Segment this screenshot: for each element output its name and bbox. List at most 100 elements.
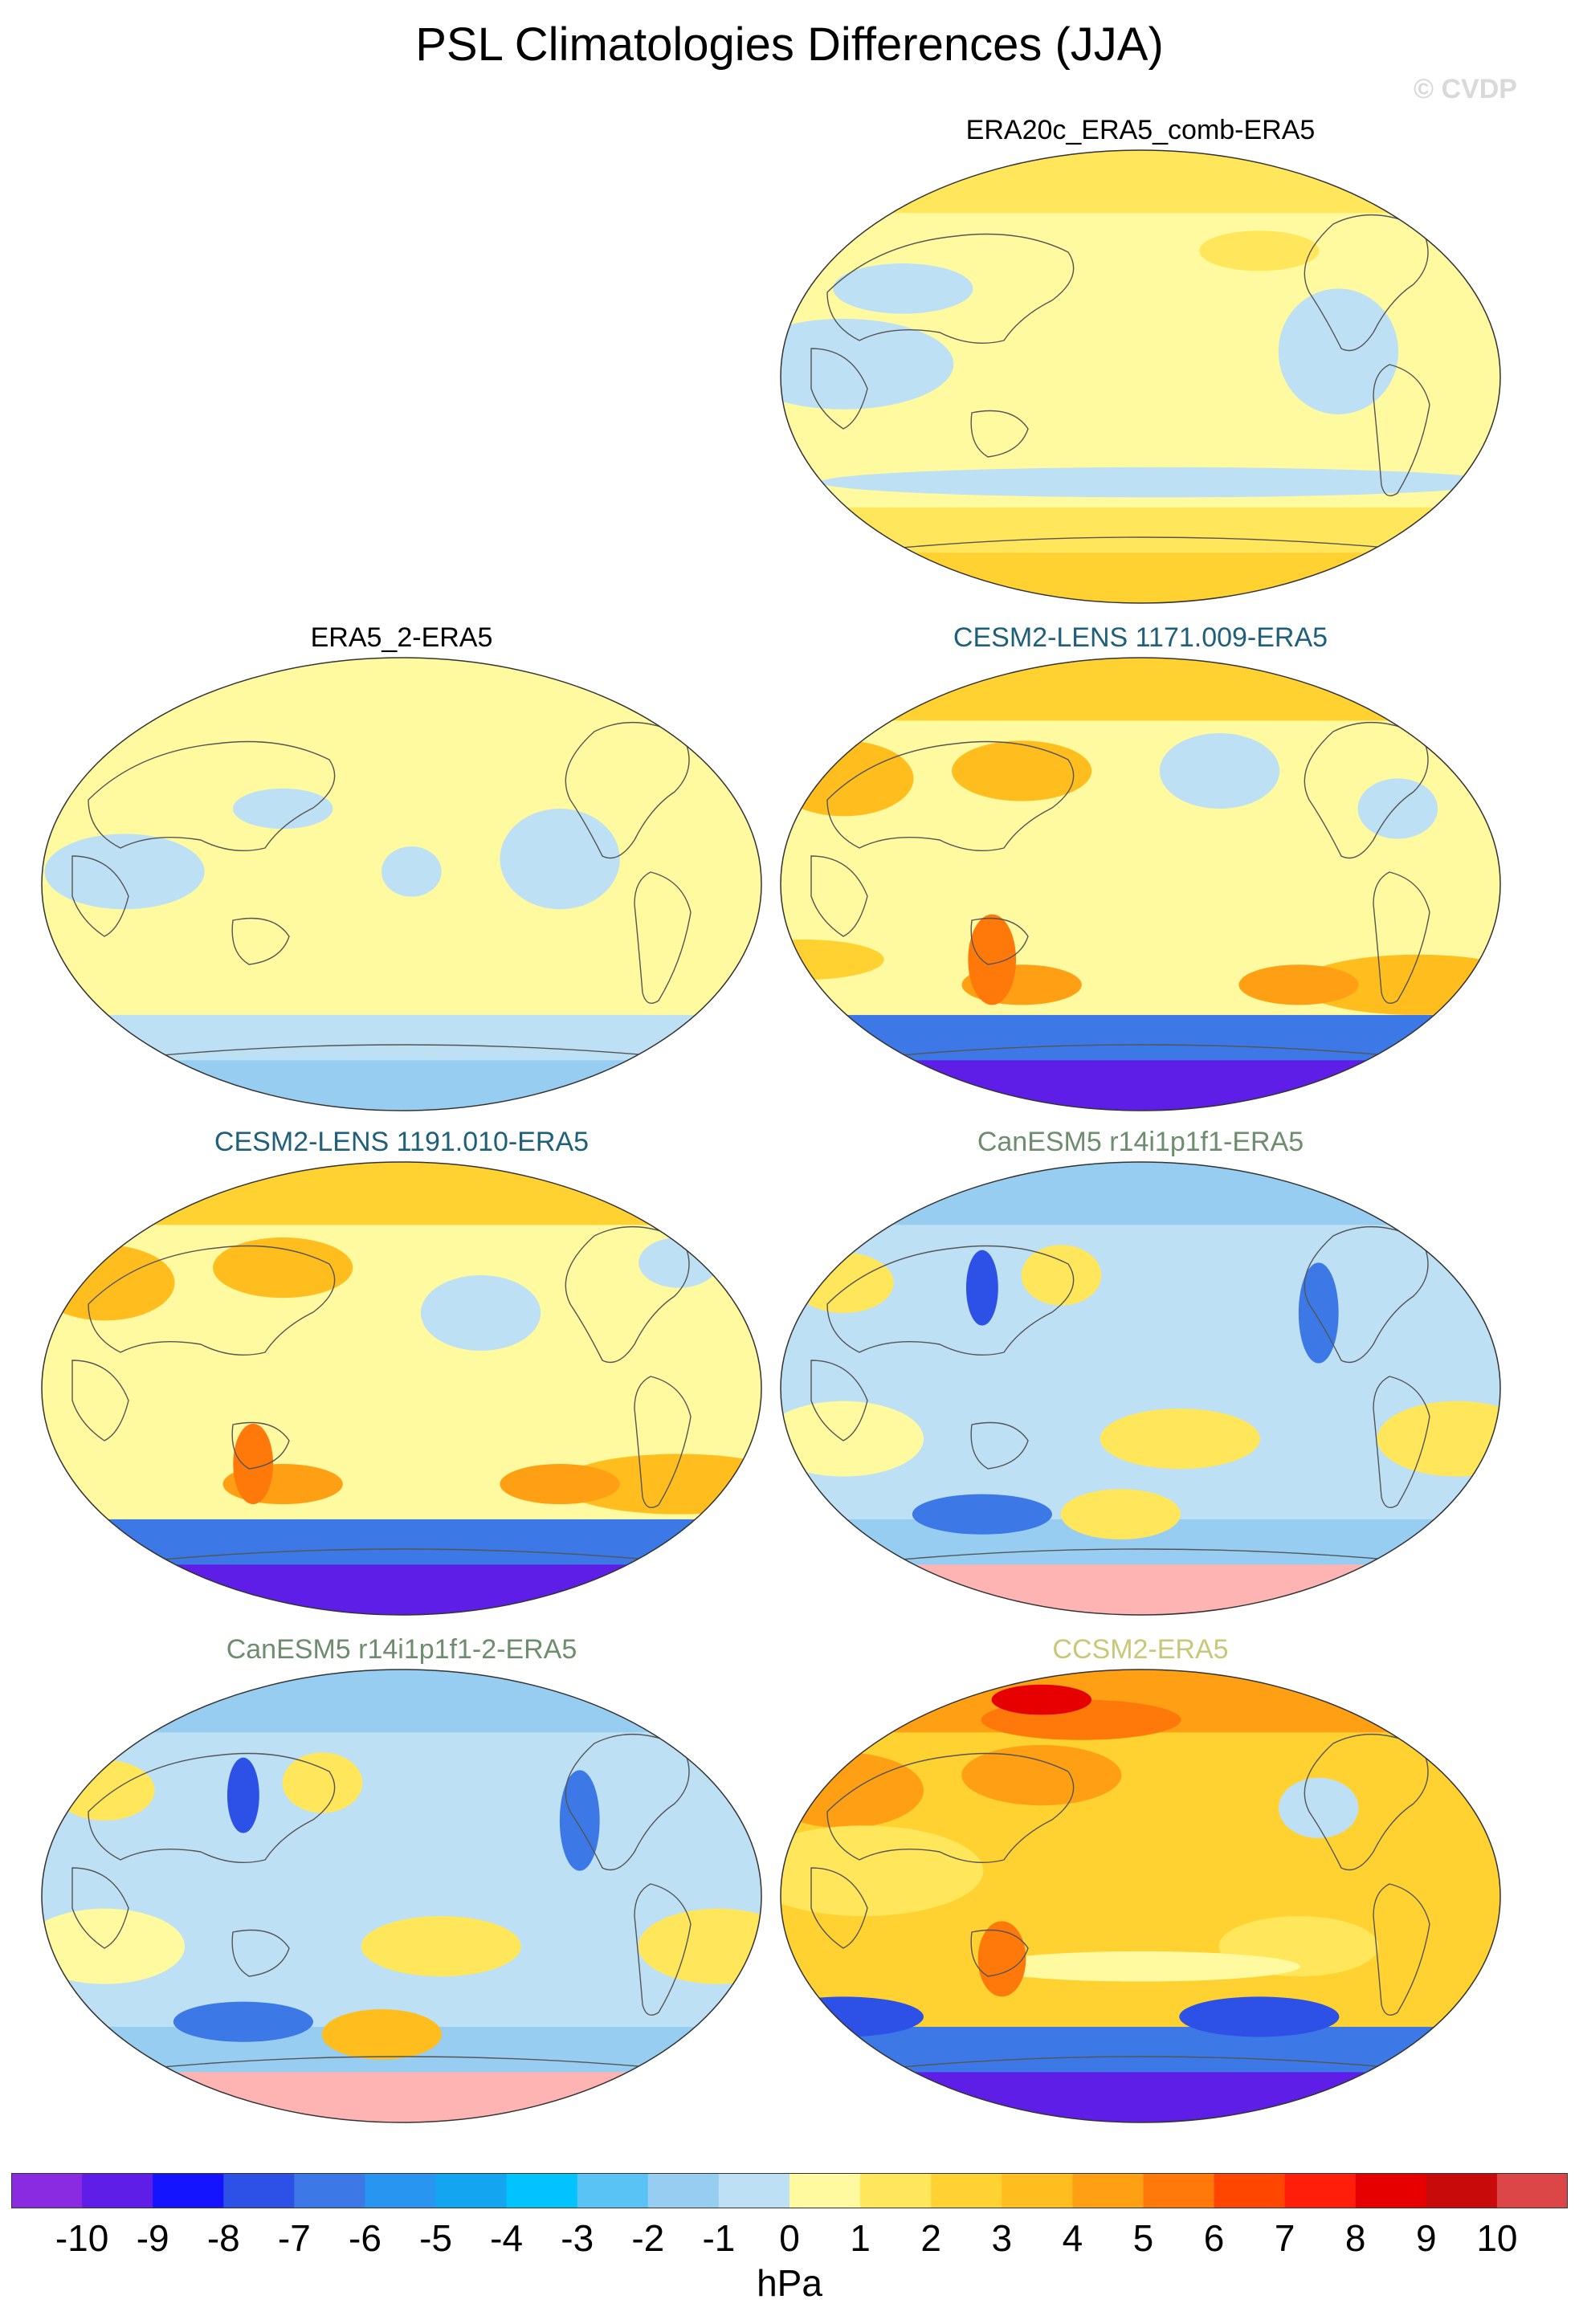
- north-band: [781, 1162, 1500, 1225]
- south-pole-band: [42, 2072, 761, 2122]
- colorbar-swatch: [577, 2173, 649, 2208]
- anomaly-region: [820, 467, 1500, 498]
- coastline: [826, 740, 1075, 851]
- map-border: [780, 1161, 1501, 1616]
- panel-title: CanESM5 r14i1p1f1-ERA5: [977, 1127, 1304, 1157]
- panel-title: CanESM5 r14i1p1f1-2-ERA5: [226, 1634, 577, 1665]
- colorbar-swatch: [11, 2173, 83, 2208]
- colorbar-swatch: [223, 2173, 295, 2208]
- coastline: [88, 1245, 336, 1356]
- map-border: [41, 1161, 762, 1616]
- coastline: [634, 1376, 692, 1508]
- coastline: [71, 1867, 129, 1949]
- colorbar-tick-label: -3: [561, 2217, 594, 2259]
- colorbar-swatch: [1214, 2173, 1286, 2208]
- map-era20c: [780, 149, 1501, 604]
- anomaly-region: [1199, 230, 1320, 271]
- coastline: [883, 1044, 1406, 1058]
- anomaly-region: [794, 1252, 894, 1313]
- panel-title: CCSM2-ERA5: [1052, 1634, 1229, 1665]
- map-border: [780, 657, 1501, 1111]
- coastline: [810, 1360, 868, 1441]
- anomaly-region: [213, 1237, 353, 1299]
- colorbar-units: hPa: [757, 2262, 822, 2304]
- colorbar-tick-label: -10: [55, 2217, 109, 2259]
- south-pole-band: [781, 2072, 1500, 2122]
- coastline: [88, 740, 336, 851]
- north-band: [42, 1162, 761, 1225]
- anomaly-region: [1278, 1777, 1359, 1838]
- anomaly-region: [1238, 964, 1359, 1005]
- panel-title: CESM2-LENS 1171.009-ERA5: [953, 622, 1328, 653]
- colorbar-tick-label: -5: [419, 2217, 452, 2259]
- south-pole-band: [42, 1060, 761, 1111]
- anomaly-region: [1100, 1409, 1260, 1470]
- colorbar-tick-label: -6: [349, 2217, 381, 2259]
- anomaly-region: [781, 1401, 924, 1477]
- anomaly-region: [952, 740, 1092, 801]
- anomaly-region: [226, 1757, 259, 1833]
- coastline: [144, 2056, 667, 2069]
- map-border: [41, 1669, 762, 2123]
- colorbar-tick-label: -8: [206, 2217, 240, 2259]
- coastline: [970, 1929, 1029, 1977]
- anomaly-region: [420, 1275, 541, 1351]
- anomaly-region: [42, 1245, 175, 1321]
- panel-cesm2-1171: CESM2-LENS 1171.009-ERA5: [779, 620, 1502, 1113]
- map-border: [41, 657, 762, 1111]
- coastline: [883, 1548, 1406, 1562]
- colorbar-swatch: [1355, 2173, 1427, 2208]
- colorbar-swatch: [860, 2173, 932, 2208]
- colorbar-swatch: [1072, 2173, 1144, 2208]
- anomaly-region: [44, 834, 205, 910]
- anomaly-region: [500, 809, 620, 910]
- anomaly-region: [321, 2009, 443, 2060]
- map-canesm5: [780, 1161, 1501, 1616]
- coastline: [231, 917, 290, 965]
- panel-canesm5-2: CanESM5 r14i1p1f1-2-ERA5: [40, 1632, 763, 2125]
- coastline: [1373, 364, 1430, 496]
- colorbar: [11, 2173, 1568, 2208]
- anomaly-region: [781, 740, 914, 817]
- panel-title: ERA5_2-ERA5: [310, 622, 493, 653]
- anomaly-region: [42, 1908, 185, 1984]
- colorbar-tick-label: 3: [991, 2217, 1013, 2259]
- colorbar-tick-label: 6: [1203, 2217, 1225, 2259]
- panel-title: ERA20c_ERA5_comb-ERA5: [965, 115, 1316, 145]
- coastline: [810, 348, 868, 430]
- anomaly-region: [500, 1464, 620, 1505]
- colorbar-tick-label: -2: [631, 2217, 665, 2259]
- coastline: [826, 233, 1075, 344]
- anomaly-region: [233, 1423, 274, 1505]
- panel-ccsm2: CCSM2-ERA5: [779, 1632, 1502, 2125]
- colorbar-swatch: [435, 2173, 508, 2208]
- colorbar-tick-label: 10: [1476, 2217, 1518, 2259]
- anomaly-region: [1060, 1489, 1181, 1539]
- panel-era5-2: ERA5_2-ERA5: [40, 620, 763, 1113]
- anomaly-region: [912, 1494, 1052, 1535]
- coastline: [231, 1929, 290, 1977]
- colorbar-swatch: [1426, 2173, 1498, 2208]
- colorbar-swatch: [506, 2173, 578, 2208]
- anomaly-region: [282, 1752, 363, 1813]
- colorbar-swatch: [718, 2173, 790, 2208]
- colorbar-tick-label: -1: [702, 2217, 736, 2259]
- south-pole-band: [42, 1564, 761, 1615]
- coastline: [810, 1867, 868, 1949]
- coastline: [634, 1883, 692, 2016]
- coastline: [826, 1752, 1075, 1863]
- colorbar-tick-label: -7: [277, 2217, 311, 2259]
- anomaly-region: [1298, 1262, 1339, 1364]
- map-era5-2: [41, 657, 762, 1111]
- coastline: [883, 2056, 1406, 2069]
- anomaly-region: [639, 1237, 719, 1288]
- colorbar-border: [11, 2173, 1568, 2208]
- anomaly-region: [968, 914, 1017, 1005]
- map-cesm2-1191: [41, 1161, 762, 1616]
- coastline: [970, 410, 1029, 458]
- coastline: [1373, 871, 1430, 1004]
- colorbar-swatch: [1496, 2173, 1568, 2208]
- coastline: [144, 1548, 667, 1562]
- colorbar-tick-label: 9: [1416, 2217, 1437, 2259]
- panel-cesm2-1191: CESM2-LENS 1191.010-ERA5: [40, 1124, 763, 1617]
